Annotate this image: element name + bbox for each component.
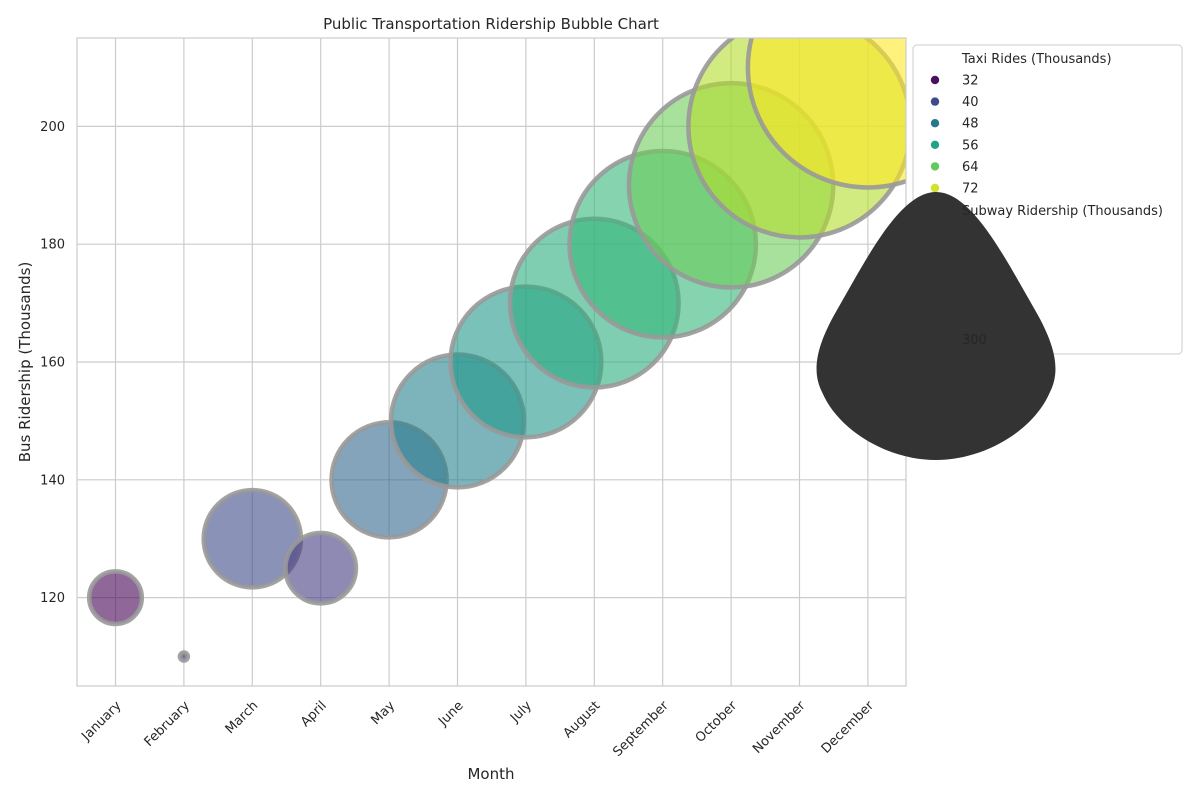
legend-hue-marker [930, 75, 940, 85]
y-tick-labels: 120 140 160 180 200 [40, 120, 65, 606]
legend-hue-marker [930, 162, 940, 171]
legend-hue-title: Taxi Rides (Thousands) [961, 52, 1112, 67]
x-tick-label: January [78, 698, 124, 744]
y-tick-label: 160 [40, 356, 65, 371]
legend-size-marker [816, 192, 1056, 460]
y-tick-label: 120 [40, 591, 65, 606]
x-tick-label: March [223, 698, 262, 737]
x-tick-label: December [819, 698, 878, 757]
legend-hue-marker [930, 183, 940, 193]
legend-hue-label: 48 [962, 117, 979, 132]
bubble-april [283, 530, 359, 606]
y-axis-label: Bus Ridership (Thousands) [16, 262, 34, 463]
y-tick-label: 140 [40, 473, 65, 488]
x-tick-label: June [435, 698, 466, 729]
x-tick-label: October [693, 698, 741, 746]
legend-hue-label: 64 [962, 160, 979, 175]
legend-hue-marker [930, 119, 940, 128]
legend-hue-label: 40 [962, 95, 979, 110]
legend-hue-entries: 32 40 48 56 64 72 [930, 74, 979, 197]
y-tick-label: 180 [40, 238, 65, 253]
bubbles [86, 38, 906, 663]
legend-hue-label: 72 [962, 182, 979, 197]
x-tick-label: May [369, 698, 399, 728]
legend-hue-marker [930, 140, 940, 149]
legend-size-entries: 300 [816, 192, 1056, 460]
bubble-january [86, 569, 145, 627]
y-tick-label: 200 [40, 120, 65, 135]
legend-size-label: 300 [962, 333, 987, 348]
x-tick-label: April [298, 698, 330, 730]
x-tick-label: February [142, 698, 194, 750]
x-tick-label: September [610, 698, 672, 760]
x-tick-label: November [750, 698, 809, 757]
chart-title: Public Transportation Ridership Bubble C… [323, 15, 659, 33]
bubble-february [177, 650, 191, 663]
x-tick-labels: January February March April May June July Augu… [78, 698, 877, 760]
bubble-december [745, 38, 906, 190]
legend-hue-label: 56 [962, 138, 979, 153]
legend-size-title: Subway Ridership (Thousands) [962, 204, 1163, 219]
x-tick-label: July [507, 698, 535, 726]
legend-hue-marker [930, 97, 940, 106]
legend-hue-label: 32 [962, 74, 979, 89]
x-axis-label: Month [467, 765, 514, 783]
x-tick-label: August [561, 698, 604, 741]
